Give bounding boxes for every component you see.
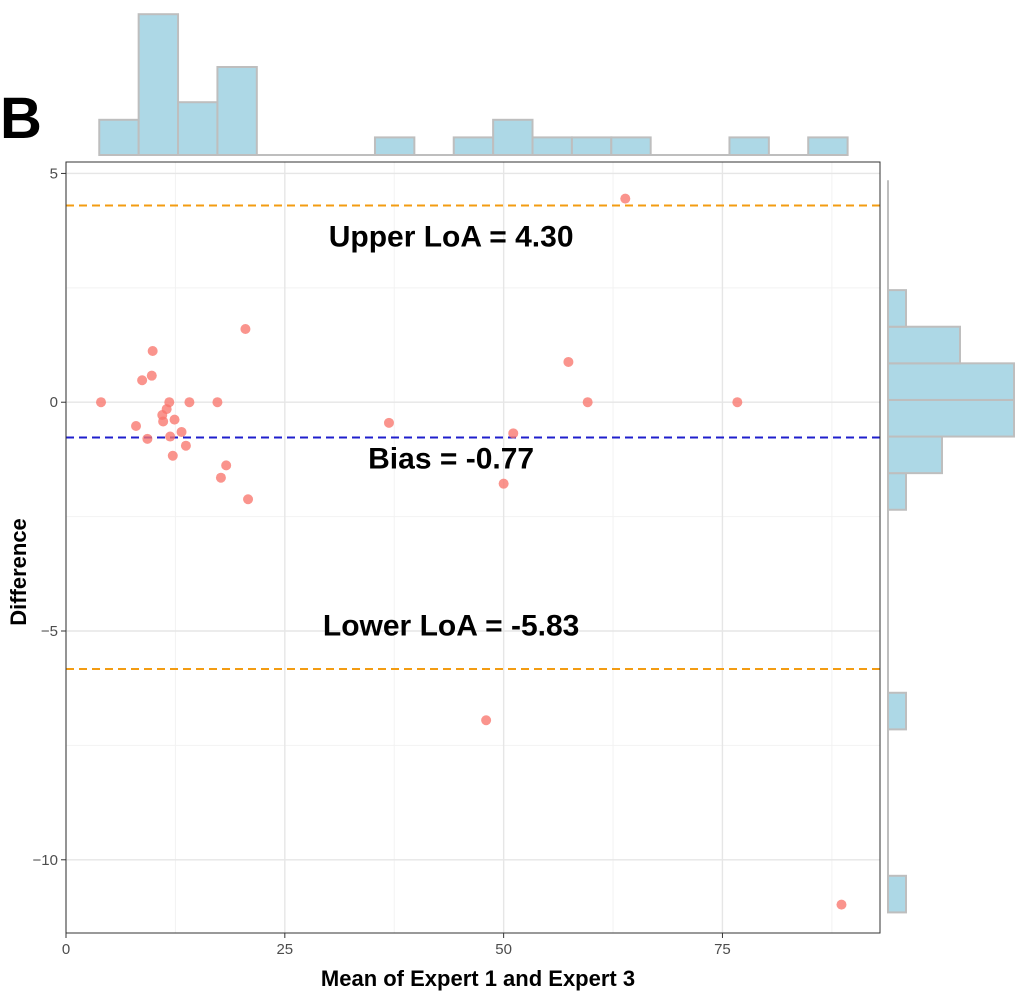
data-point <box>137 375 148 386</box>
top-histogram-bar <box>570 136 613 156</box>
panel-letter: B <box>0 86 42 151</box>
loa-label: Lower LoA = -5.83 <box>323 610 579 643</box>
data-point <box>243 494 254 505</box>
top-histogram-bar <box>452 136 495 156</box>
data-points <box>96 193 847 910</box>
right-histogram-bar <box>887 472 907 511</box>
x-axis-title: Mean of Expert 1 and Expert 3 <box>321 966 635 991</box>
data-point <box>836 899 847 910</box>
top-histogram-bar <box>137 13 180 157</box>
right-histogram-bar <box>887 874 907 914</box>
right-histogram-bar <box>887 289 907 328</box>
right-histogram-bar <box>887 435 943 475</box>
data-point <box>383 417 394 428</box>
data-point <box>215 472 226 483</box>
data-point <box>620 193 631 204</box>
right-histogram-bar <box>887 362 1015 401</box>
plot-background <box>66 162 880 933</box>
data-point <box>240 324 251 335</box>
data-point <box>180 440 191 451</box>
top-histogram-bar <box>728 136 770 156</box>
data-point <box>212 397 223 408</box>
y-tick-label: −5 <box>41 623 58 640</box>
data-point <box>481 715 492 726</box>
top-histogram-bar <box>216 66 258 156</box>
data-point <box>169 414 180 425</box>
plot-panel: Upper LoA = 4.30 Bias = -0.77 Lower LoA = … <box>65 161 881 934</box>
plot-border <box>65 161 881 934</box>
data-point <box>508 428 519 439</box>
top-histogram-bar <box>373 136 416 156</box>
loa-label: Upper LoA = 4.30 <box>329 221 574 254</box>
data-point <box>167 450 178 461</box>
x-tick-label: 25 <box>276 941 293 958</box>
x-tick-label: 75 <box>714 941 731 958</box>
data-point <box>563 356 574 367</box>
data-point <box>131 421 142 432</box>
data-point <box>147 345 158 356</box>
x-tick-label: 50 <box>495 941 512 958</box>
data-point <box>96 397 107 408</box>
data-point <box>184 397 195 408</box>
data-point <box>582 397 593 408</box>
grid-lines <box>65 162 880 933</box>
data-point <box>176 426 187 437</box>
data-point <box>164 397 175 408</box>
y-tick-label: 5 <box>50 165 58 182</box>
data-point <box>498 478 509 489</box>
data-point <box>146 370 157 381</box>
right-histogram-bar <box>887 691 907 731</box>
data-point <box>142 433 153 444</box>
x-tick-label: 0 <box>62 941 70 958</box>
bias-label: Bias = -0.77 <box>368 443 534 476</box>
data-point <box>221 460 232 471</box>
y-tick-label: −10 <box>33 852 58 869</box>
right-histogram-bar <box>887 325 961 365</box>
top-histogram-bar <box>610 136 652 156</box>
y-tick-label: 0 <box>50 394 58 411</box>
top-histogram-bar <box>492 118 534 157</box>
reference-lines <box>66 204 880 670</box>
data-point <box>165 431 176 442</box>
top-histogram-bar <box>177 101 219 156</box>
y-axis-title: Difference <box>6 518 31 626</box>
y-axis: 5 0 −5 −10 <box>33 165 66 869</box>
top-histogram-bar <box>807 136 849 156</box>
top-histogram-bar <box>531 136 573 156</box>
top-histogram-bar <box>98 118 140 157</box>
top-histogram <box>98 13 849 157</box>
annotations: Upper LoA = 4.30 Bias = -0.77 Lower LoA = … <box>323 221 579 643</box>
x-axis: 0 25 50 75 <box>62 933 731 958</box>
right-histogram <box>887 180 1015 914</box>
data-point <box>158 416 169 427</box>
data-point <box>732 397 743 408</box>
right-histogram-bar <box>887 398 1015 438</box>
